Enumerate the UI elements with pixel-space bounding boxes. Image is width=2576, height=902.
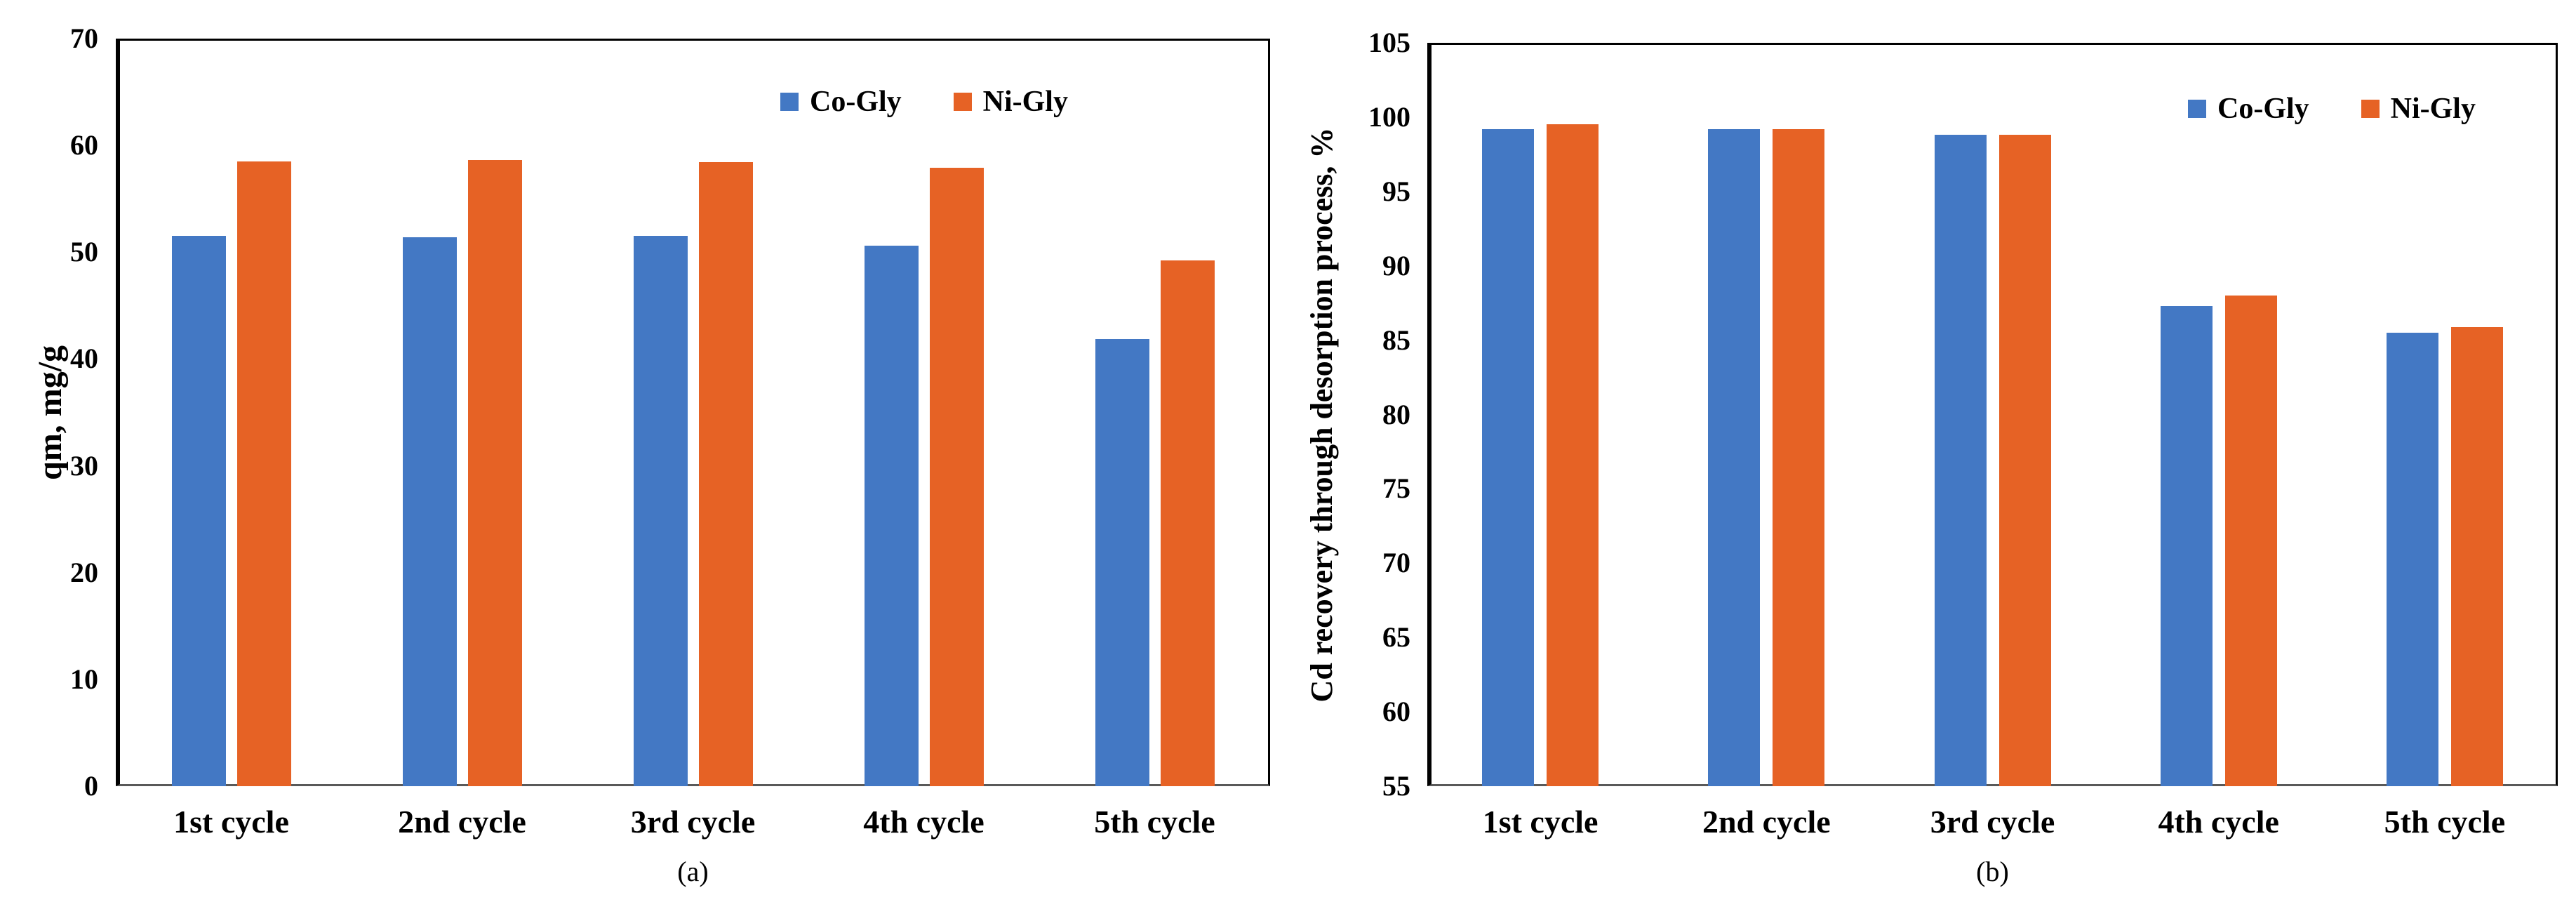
caption-b: (b) xyxy=(1976,856,2009,887)
plot-area-b xyxy=(1427,43,2558,786)
bar-ni-gly-5th-cycle xyxy=(1160,260,1215,786)
y-tick-label: 20 xyxy=(70,556,98,588)
y-tick-label: 95 xyxy=(1382,175,1410,207)
bar-ni-gly-2nd-cycle xyxy=(467,160,522,786)
y-tick-label: 40 xyxy=(70,343,98,375)
y-tick-label: 10 xyxy=(70,663,98,695)
legend: Co-Gly Ni-Gly xyxy=(2188,94,2476,124)
y-tick-label: 85 xyxy=(1382,324,1410,356)
legend-entry-co-gly: Co-Gly xyxy=(780,87,902,117)
bar-ni-gly-3rd-cycle xyxy=(698,162,753,786)
y-tick-label: 70 xyxy=(1382,547,1410,579)
y-tick-label: 60 xyxy=(70,129,98,161)
bar-co-gly-3rd-cycle xyxy=(1934,135,1987,786)
bar-ni-gly-1st-cycle xyxy=(236,161,291,786)
x-category-label: 2nd cycle xyxy=(398,804,526,840)
bar-co-gly-5th-cycle xyxy=(1095,338,1149,786)
y-tick-label: 105 xyxy=(1368,27,1410,58)
y-tick-label: 50 xyxy=(70,236,98,268)
y-tick-label: 30 xyxy=(70,449,98,482)
y-tick-label: 90 xyxy=(1382,249,1410,281)
bar-co-gly-4th-cycle xyxy=(864,246,919,786)
caption-a: (a) xyxy=(677,856,709,887)
y-tick-label: 55 xyxy=(1382,770,1410,802)
y-tick-label: 80 xyxy=(1382,398,1410,430)
bar-co-gly-2nd-cycle xyxy=(402,237,457,786)
x-category-label: 4th cycle xyxy=(863,804,985,840)
y-tick-label: 65 xyxy=(1382,621,1410,654)
y-tick-label: 75 xyxy=(1382,472,1410,505)
y-tick-label: 100 xyxy=(1368,100,1410,133)
y-tick-label: 60 xyxy=(1382,696,1410,728)
bar-co-gly-3rd-cycle xyxy=(633,236,688,786)
y-tick-label: 0 xyxy=(84,770,98,802)
legend-swatch-icon xyxy=(2361,100,2380,118)
y-tick-label: 70 xyxy=(70,22,98,54)
legend-label: Ni-Gly xyxy=(2390,93,2476,125)
legend-entry-ni-gly: Ni-Gly xyxy=(953,86,1068,118)
bar-ni-gly-2nd-cycle xyxy=(1773,128,1825,786)
bar-ni-gly-3rd-cycle xyxy=(1998,135,2051,786)
x-category-label: 5th cycle xyxy=(1094,804,1215,840)
legend-swatch-icon xyxy=(2188,100,2206,118)
x-category-label: 4th cycle xyxy=(2158,804,2279,840)
x-category-label: 3rd cycle xyxy=(630,804,756,840)
bar-co-gly-2nd-cycle xyxy=(1708,128,1761,786)
x-category-label: 5th cycle xyxy=(2384,804,2506,840)
bar-co-gly-4th-cycle xyxy=(2160,305,2213,786)
plot-area-a xyxy=(116,39,1270,786)
legend-label: Ni-Gly xyxy=(982,86,1068,118)
legend-label: Co-Gly xyxy=(810,86,902,118)
x-category-label: 2nd cycle xyxy=(1702,804,1831,840)
x-category-label: 1st cycle xyxy=(1482,804,1599,840)
x-category-label: 1st cycle xyxy=(173,804,289,840)
legend: Co-Gly Ni-Gly xyxy=(780,87,1068,117)
bar-ni-gly-4th-cycle xyxy=(2224,296,2277,786)
x-category-label: 3rd cycle xyxy=(1930,804,2055,840)
legend-entry-co-gly: Co-Gly xyxy=(2188,94,2309,124)
legend-entry-ni-gly: Ni-Gly xyxy=(2361,94,2476,124)
bar-co-gly-5th-cycle xyxy=(2386,333,2438,786)
legend-swatch-icon xyxy=(780,93,799,111)
legend-swatch-icon xyxy=(953,93,972,111)
bar-ni-gly-5th-cycle xyxy=(2450,326,2503,786)
bar-co-gly-1st-cycle xyxy=(171,236,226,786)
bar-ni-gly-4th-cycle xyxy=(929,168,984,786)
legend-label: Co-Gly xyxy=(2217,93,2309,125)
bar-co-gly-1st-cycle xyxy=(1482,128,1535,786)
bar-ni-gly-1st-cycle xyxy=(1547,124,1599,786)
